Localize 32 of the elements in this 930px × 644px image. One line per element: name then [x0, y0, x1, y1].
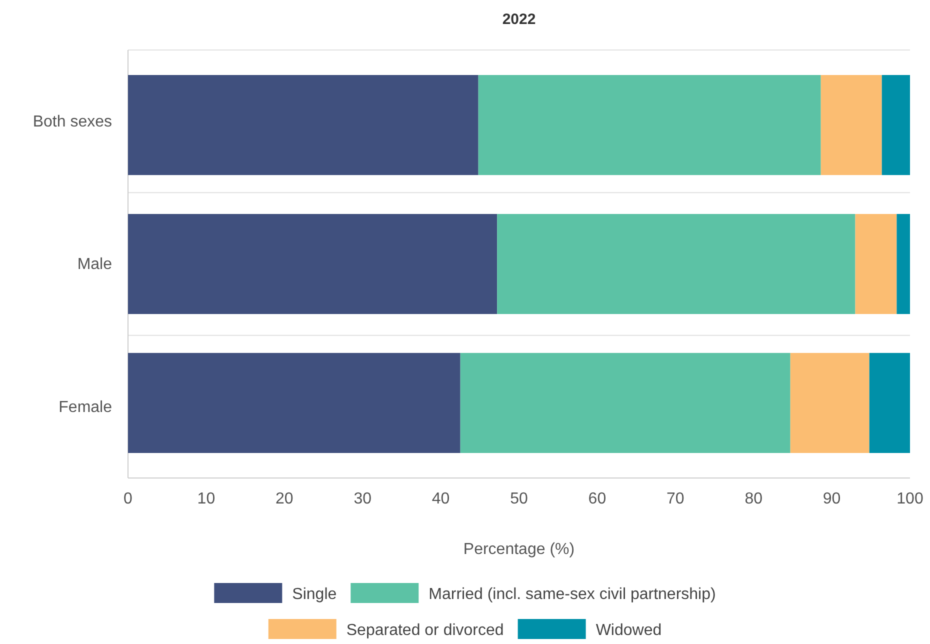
x-tick-label: 0 [124, 490, 133, 508]
x-tick-label: 100 [896, 490, 924, 508]
x-tick-label: 30 [354, 490, 372, 508]
chart-title: 2022 [502, 11, 536, 28]
bar [460, 352, 790, 453]
bar [882, 75, 910, 176]
bar [869, 352, 910, 453]
y-tick-label: Both sexes [32, 113, 112, 130]
legend-label: Widowed [596, 622, 662, 639]
x-tick-label: 90 [822, 490, 841, 508]
bar [128, 75, 478, 176]
x-tick-label: 80 [744, 490, 763, 508]
bar [790, 352, 870, 453]
y-tick-label: Female [58, 398, 112, 416]
x-tick-label: 10 [197, 490, 216, 508]
x-tick-label: 40 [432, 490, 450, 508]
bar [820, 75, 882, 176]
bar [478, 75, 821, 176]
legend-label: Married (incl. same-sex civil partnership) [428, 586, 716, 603]
x-axis-title: Percentage (%) [463, 541, 575, 558]
bar [855, 214, 897, 314]
x-tick-label: 70 [666, 490, 684, 508]
x-tick-label: 50 [510, 490, 528, 508]
bar [896, 214, 910, 314]
y-tick-label: Male [77, 256, 112, 274]
bar [128, 352, 460, 453]
x-tick-label: 60 [588, 490, 606, 508]
bar [497, 214, 856, 314]
legend-label: Separated or divorced [346, 622, 504, 639]
bar [128, 214, 498, 314]
legend-label: Single [292, 586, 337, 603]
x-tick-label: 20 [276, 490, 294, 508]
